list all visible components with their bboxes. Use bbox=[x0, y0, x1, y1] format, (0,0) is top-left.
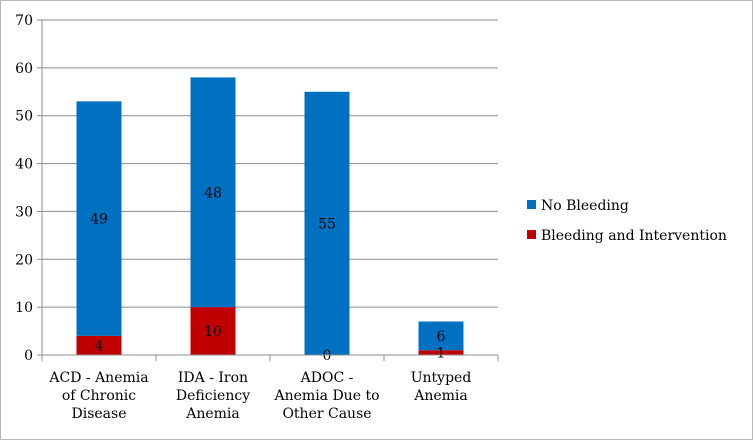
x-tick-label-line: Anemia bbox=[413, 388, 468, 404]
data-label: 6 bbox=[437, 329, 446, 345]
legend-label: Bleeding and Intervention bbox=[541, 228, 727, 244]
legend-label: No Bleeding bbox=[541, 198, 629, 214]
data-label: 1 bbox=[437, 346, 446, 362]
x-axis: ACD - Anemia of Chronic Disease IDA - Iron D… bbox=[41, 354, 499, 422]
y-tick-label: 30 bbox=[15, 204, 33, 220]
y-tick-label: 20 bbox=[15, 252, 33, 268]
bar-segment bbox=[418, 350, 464, 355]
x-tick-label-line: ADOC - bbox=[300, 370, 354, 386]
y-tick-label: 50 bbox=[15, 109, 33, 125]
x-tick-label-line: Deficiency bbox=[176, 388, 250, 404]
data-label: 55 bbox=[318, 216, 336, 232]
x-tick-label-line: IDA - Iron bbox=[178, 370, 248, 386]
y-tick-label: 10 bbox=[15, 300, 33, 316]
data-label: 0 bbox=[323, 348, 332, 364]
x-tick-label-line: Disease bbox=[72, 406, 127, 422]
bar-segment bbox=[190, 77, 236, 308]
legend-swatch bbox=[527, 230, 536, 239]
data-label: 4 bbox=[95, 338, 104, 354]
x-tick-label: ADOC - Anemia Due to Other Cause bbox=[274, 370, 380, 422]
data-label: 10 bbox=[204, 324, 222, 340]
legend: No Bleeding Bleeding and Intervention bbox=[527, 198, 727, 244]
y-axis: 0 10 20 30 40 50 60 70 bbox=[15, 13, 43, 364]
x-tick-label-line: Untyped bbox=[411, 370, 472, 386]
y-tick-label: 70 bbox=[15, 13, 33, 29]
x-tick-label-line: of Chronic bbox=[62, 388, 136, 404]
legend-swatch bbox=[527, 200, 536, 209]
bar-segment bbox=[418, 321, 464, 351]
bars bbox=[76, 77, 464, 356]
bar-segment bbox=[304, 91, 350, 356]
x-tick-label: Untyped Anemia bbox=[411, 370, 472, 404]
y-tick-label: 0 bbox=[24, 348, 33, 364]
x-tick-label-line: ACD - Anemia bbox=[48, 370, 148, 386]
x-tick-label: ACD - Anemia of Chronic Disease bbox=[48, 370, 148, 422]
x-tick-label-line: Anemia bbox=[185, 406, 240, 422]
x-tick-label: IDA - Iron Deficiency Anemia bbox=[176, 370, 250, 422]
x-tick-label-line: Other Cause bbox=[282, 406, 371, 422]
y-tick-label: 40 bbox=[15, 157, 33, 173]
bar-segment bbox=[76, 101, 122, 336]
bar-segment bbox=[190, 307, 236, 355]
data-label: 49 bbox=[90, 212, 108, 228]
data-labels: 4 49 10 48 0 55 16 bbox=[90, 185, 445, 364]
y-tick-label: 60 bbox=[15, 61, 33, 77]
data-label: 48 bbox=[204, 185, 222, 201]
x-tick-label-line: Anemia Due to bbox=[274, 388, 380, 404]
bar-segment bbox=[76, 335, 122, 355]
